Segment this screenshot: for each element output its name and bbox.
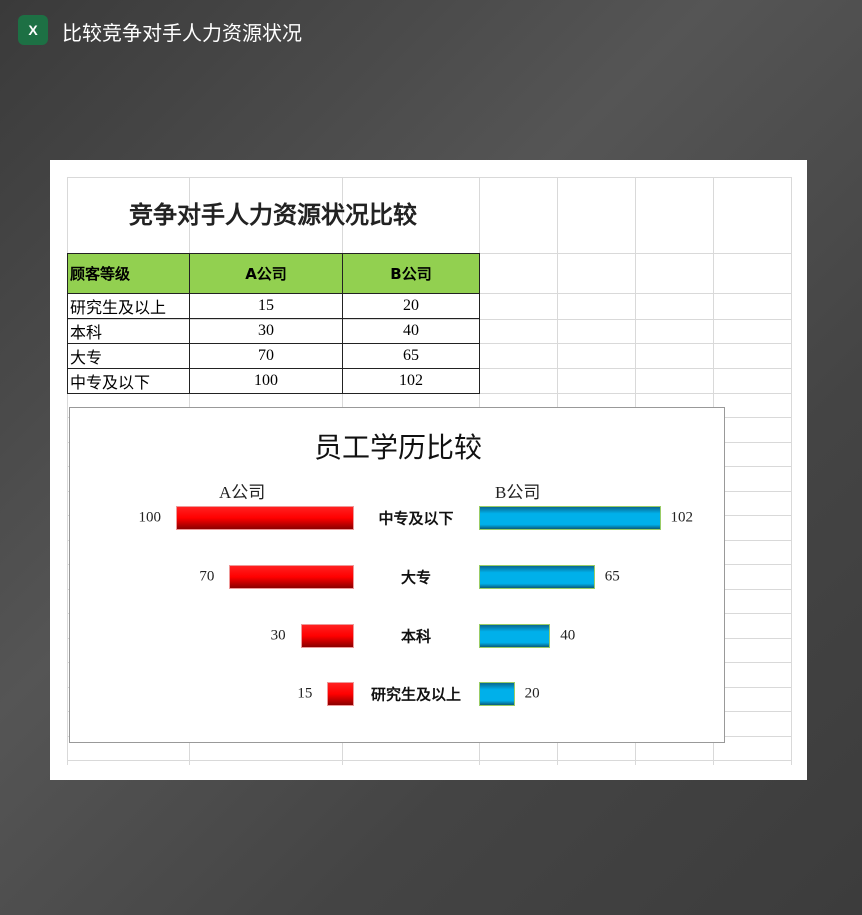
- table-row: 研究生及以上 15 20: [67, 293, 480, 319]
- bar-a[interactable]: [176, 506, 354, 530]
- cell[interactable]: 40: [342, 318, 480, 344]
- chart[interactable]: 员工学历比较 A公司 B公司 100 102 中专及以下 70 65 大专 30 40 本科 15…: [69, 407, 725, 743]
- chart-title: 员工学历比较: [313, 431, 482, 464]
- bar-b[interactable]: [479, 682, 515, 706]
- grid-line: [67, 177, 791, 178]
- data-label-a: 70: [199, 568, 215, 585]
- sheet-title: 竞争对手人力资源状况比较: [129, 200, 417, 229]
- cell[interactable]: 大专: [67, 343, 190, 369]
- excel-icon: X: [18, 15, 48, 45]
- title-bar: X 比较竞争对手人力资源状况: [0, 0, 862, 60]
- bar-a[interactable]: [229, 565, 354, 589]
- cell[interactable]: 研究生及以上: [67, 293, 190, 319]
- grid-line: [67, 177, 68, 765]
- header-cell[interactable]: B公司: [342, 253, 480, 294]
- data-label-b: 20: [524, 685, 540, 702]
- cell[interactable]: 30: [189, 318, 343, 344]
- cell[interactable]: 65: [342, 343, 480, 369]
- bar-b[interactable]: [479, 506, 661, 530]
- cell[interactable]: 102: [342, 368, 480, 394]
- grid-line: [67, 760, 791, 761]
- cell[interactable]: 20: [342, 293, 480, 319]
- table-header: 顾客等级 A公司 B公司: [67, 253, 480, 294]
- header-cell[interactable]: A公司: [189, 253, 343, 294]
- table-row: 中专及以下 100 102: [67, 368, 480, 394]
- bar-b[interactable]: [479, 565, 595, 589]
- data-table: 顾客等级 A公司 B公司 研究生及以上 15 20 本科 30 40 大专 70 65 中专…: [67, 253, 480, 394]
- series-label-b: B公司: [495, 483, 541, 502]
- data-label-b: 102: [670, 509, 694, 526]
- data-label-b: 65: [604, 568, 620, 585]
- cell[interactable]: 15: [189, 293, 343, 319]
- cell[interactable]: 中专及以下: [67, 368, 190, 394]
- table-row: 大专 70 65: [67, 343, 480, 369]
- data-label-a: 30: [270, 627, 286, 644]
- cell[interactable]: 100: [189, 368, 343, 394]
- category-label: 大专: [400, 568, 432, 587]
- cell[interactable]: 70: [189, 343, 343, 369]
- data-label-b: 40: [560, 627, 576, 644]
- category-label: 研究生及以上: [370, 685, 462, 704]
- category-label: 本科: [400, 627, 432, 646]
- data-label-a: 100: [138, 509, 162, 526]
- bar-a[interactable]: [327, 682, 354, 706]
- cell[interactable]: 本科: [67, 318, 190, 344]
- category-label: 中专及以下: [378, 509, 454, 528]
- series-label-a: A公司: [219, 483, 266, 502]
- table-row: 本科 30 40: [67, 318, 480, 344]
- grid-line: [67, 393, 791, 394]
- document-title: 比较竞争对手人力资源状况: [62, 21, 302, 45]
- header-cell[interactable]: 顾客等级: [67, 253, 190, 294]
- bar-b[interactable]: [479, 624, 551, 648]
- grid-line: [791, 177, 792, 765]
- data-label-a: 15: [297, 685, 313, 702]
- bar-a[interactable]: [300, 624, 354, 648]
